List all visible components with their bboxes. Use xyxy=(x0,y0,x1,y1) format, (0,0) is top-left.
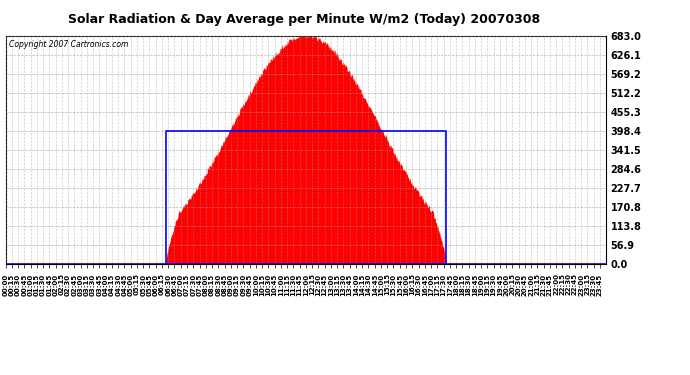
Text: Copyright 2007 Cartronics.com: Copyright 2007 Cartronics.com xyxy=(8,40,128,49)
Text: Solar Radiation & Day Average per Minute W/m2 (Today) 20070308: Solar Radiation & Day Average per Minute… xyxy=(68,13,540,26)
